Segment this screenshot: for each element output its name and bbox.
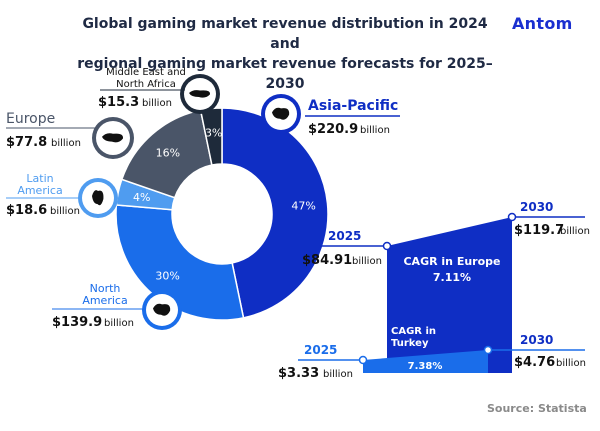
year-europe-2025: 2025	[328, 229, 361, 243]
donut-pct-label: 3%	[205, 126, 222, 139]
value-europe-2030: $119.7	[514, 223, 564, 238]
latin-america-map-icon	[78, 178, 118, 218]
unit-turkey-2030: billion	[556, 358, 586, 369]
icon-landmass	[102, 133, 123, 143]
unit-asia-pacific: billion	[360, 125, 390, 136]
donut-pct-label: 16%	[156, 146, 180, 159]
value-mena: $15.3	[98, 95, 139, 110]
series-name-turkey-line-2: Turkey	[391, 338, 429, 349]
area-europe	[387, 217, 512, 373]
icon-landmass	[189, 90, 210, 98]
donut-pct-label: 47%	[291, 200, 315, 213]
icon-landmass	[92, 190, 104, 206]
cagr-turkey: 7.38%	[408, 361, 443, 372]
region-name-asia-pacific: Asia-Pacific	[308, 98, 398, 114]
unit-europe: billion	[51, 138, 81, 149]
brand-logo: Antom	[512, 14, 573, 33]
value-turkey-2030: $4.76	[514, 355, 555, 370]
chart-title-line-1: Global gaming market revenue distributio…	[82, 16, 488, 52]
icon-landmass	[153, 303, 171, 316]
cagr-europe: 7.11%	[433, 271, 471, 284]
value-north-america: $139.9	[52, 315, 102, 330]
value-turkey-2025: $3.33	[278, 366, 319, 381]
region-name-north-america-line-2: America	[82, 294, 127, 307]
value-asia-pacific: $220.9	[308, 122, 358, 137]
region-name-latin-america-line-1: Latin	[26, 172, 53, 185]
point-turkey-2030	[483, 345, 493, 355]
north-america-map-icon	[142, 290, 182, 330]
icon-landmass	[272, 107, 290, 120]
asia-pacific-map-icon	[261, 94, 301, 134]
year-europe-2030: 2030	[520, 200, 553, 214]
unit-europe-2030: billion	[560, 226, 590, 237]
donut-pct-label: 4%	[133, 191, 150, 204]
unit-mena: billion	[142, 98, 172, 109]
unit-turkey-2025: billion	[323, 369, 353, 380]
source-note: Source: Statista	[487, 402, 587, 415]
year-turkey-2025: 2025	[304, 343, 337, 357]
middle-east-map-icon	[180, 74, 220, 114]
region-name-mena-line-2: North Africa	[116, 79, 176, 90]
europe-map-icon	[92, 117, 134, 159]
unit-north-america: billion	[104, 318, 134, 329]
donut-slice-north-america	[115, 204, 245, 321]
donut-pct-label: 30%	[155, 269, 179, 282]
donut-slice-asia-pacific	[221, 107, 329, 319]
value-europe-2025: $84.91	[302, 253, 352, 268]
series-name-turkey-line-1: CAGR in	[391, 326, 436, 337]
point-europe-2030	[507, 212, 517, 222]
region-name-latin-america-line-2: America	[17, 184, 62, 197]
area-turkey	[363, 350, 488, 373]
region-name-europe: Europe	[6, 111, 55, 127]
chart-title: Global gaming market revenue distributio…	[70, 14, 500, 94]
unit-latin-america: billion	[50, 206, 80, 217]
value-latin-america: $18.6	[6, 203, 47, 218]
region-name-north-america-line-1: North	[90, 282, 121, 295]
chart-title-line-2: regional gaming market revenue forecasts…	[77, 56, 493, 92]
region-name-mena-line-1: Middle East and	[106, 67, 186, 78]
value-europe: $77.8	[6, 135, 47, 150]
year-turkey-2030: 2030	[520, 333, 553, 347]
point-europe-2025	[382, 241, 392, 251]
unit-europe-2025: billion	[352, 256, 382, 267]
point-turkey-2025	[358, 355, 368, 365]
series-name-europe: CAGR in Europe	[403, 255, 500, 268]
